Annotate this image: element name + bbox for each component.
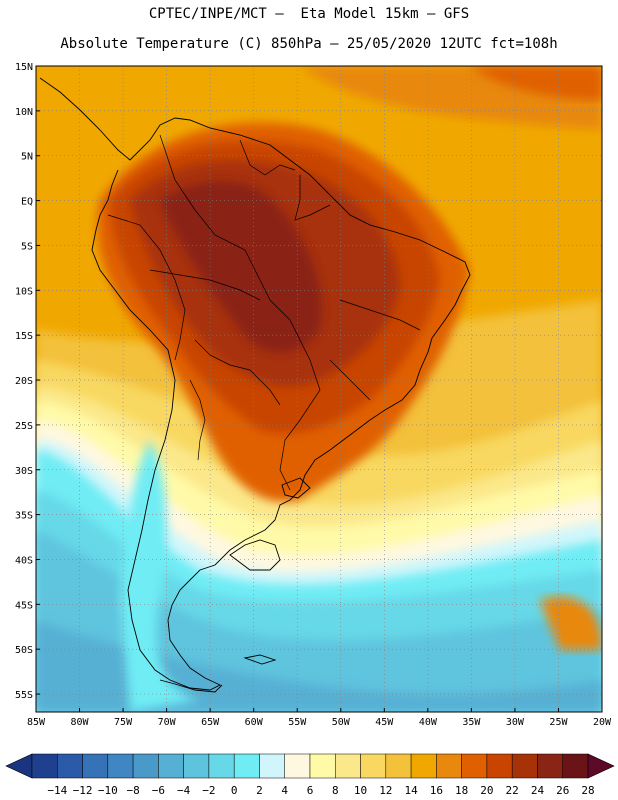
colorbar-swatch (385, 753, 412, 779)
colorbar-label: 4 (281, 784, 288, 797)
colorbar-swatch (511, 753, 538, 779)
title-line-1: CPTEC/INPE/MCT – Eta Model 15km – GFS (148, 6, 470, 22)
lat-tick-label: 45S (15, 600, 33, 611)
lat-tick-label: EQ (21, 197, 33, 208)
colorbar-swatch (82, 753, 109, 779)
lat-tick-label: 15N (15, 62, 33, 73)
lat-tick-label: 25S (15, 421, 33, 432)
map-frame (35, 65, 603, 713)
title-line-2: Absolute Temperature (C) 850hPa – 25/05/… (60, 36, 558, 52)
lon-tick-label: 80W (71, 717, 90, 728)
lat-tick-label: 5N (21, 152, 33, 163)
colorbar-swatch (410, 753, 437, 779)
lon-tick-label: 60W (245, 717, 264, 728)
lat-tick-label: 30S (15, 466, 33, 477)
colorbar-label: −14 (47, 784, 67, 797)
longitude-labels: 85W 80W 75W 70W 65W 60W 55W 50W 45W 40W 35W 30W 25W 2… (27, 708, 612, 728)
colorbar-label: −4 (177, 784, 191, 797)
lon-tick-label: 50W (332, 717, 351, 728)
colorbar-label: 10 (354, 784, 367, 797)
colorbar-label: 14 (404, 784, 418, 797)
lat-tick-label: 5S (21, 241, 33, 252)
lat-tick-label: 50S (15, 645, 33, 656)
lat-tick-label: 20S (15, 376, 33, 387)
colorbar-label: 16 (430, 784, 443, 797)
lat-tick-label: 15S (15, 331, 33, 342)
colorbar-label: 0 (231, 784, 238, 797)
colorbar-label: −8 (126, 784, 139, 797)
colorbar-under-arrow (5, 753, 33, 779)
colorbar-swatch (309, 753, 336, 779)
lon-tick-label: 65W (201, 717, 220, 728)
colorbar-swatch (461, 753, 488, 779)
temperature-field (36, 66, 602, 712)
colorbar-over-arrow (587, 753, 615, 779)
coastline (39, 77, 471, 693)
colorbar-label: −2 (202, 784, 215, 797)
colorbar-label: 28 (581, 784, 594, 797)
lat-tick-label: 55S (15, 690, 33, 701)
colorbar-swatch (284, 753, 311, 779)
lon-tick-label: 20W (593, 717, 612, 728)
colorbar-swatch (486, 753, 513, 779)
lat-tick-label: 10N (15, 107, 33, 118)
colorbar-swatch (335, 753, 361, 779)
colorbar-label: 12 (379, 784, 392, 797)
colorbar-swatch (57, 753, 83, 779)
lat-tick-label: 10S (15, 286, 33, 297)
colorbar-swatch (436, 753, 462, 779)
colorbar-label: −12 (73, 784, 93, 797)
lon-tick-label: 85W (27, 717, 46, 728)
colorbar-label: 24 (531, 784, 545, 797)
lon-tick-label: 55W (288, 717, 307, 728)
colorbar (5, 753, 615, 779)
colorbar-label: 26 (556, 784, 569, 797)
colorbar-label: 2 (256, 784, 263, 797)
colorbar-label: 18 (455, 784, 468, 797)
lon-tick-label: 45W (375, 717, 394, 728)
colorbar-label: 22 (506, 784, 519, 797)
lon-tick-label: 30W (506, 717, 525, 728)
colorbar-swatch (360, 753, 387, 779)
lon-tick-label: 75W (114, 717, 133, 728)
lat-tick-label: 40S (15, 555, 33, 566)
country-borders (107, 134, 421, 491)
colorbar-label: −6 (152, 784, 165, 797)
lon-tick-label: 25W (549, 717, 568, 728)
colorbar-swatch (31, 753, 58, 779)
lon-tick-label: 70W (158, 717, 177, 728)
colorbar-swatch (158, 753, 184, 779)
colorbar-swatch (233, 753, 260, 779)
colorbar-labels: −14 −12 −10 −8 −6 −4 −2 0 2 4 6 8 10 12 14 16 18 20 22 24 26… (47, 784, 594, 797)
colorbar-swatch (107, 753, 134, 779)
colorbar-swatch (562, 753, 589, 779)
colorbar-label: 6 (307, 784, 314, 797)
lon-tick-label: 40W (419, 717, 438, 728)
colorbar-label: −10 (98, 784, 118, 797)
colorbar-label: 20 (480, 784, 493, 797)
colorbar-swatch (537, 753, 563, 779)
colorbar-swatch (259, 753, 285, 779)
colorbar-swatch (132, 753, 159, 779)
colorbar-swatch (208, 753, 235, 779)
colorbar-swatch (183, 753, 210, 779)
colorbar-label: 8 (332, 784, 339, 797)
latitude-labels: 15N 10N 5N EQ 5S 10S 15S 20S 25S 30S 35S 40S 45S 50S 5… (15, 62, 40, 701)
lon-tick-label: 35W (462, 717, 481, 728)
lat-tick-label: 35S (15, 511, 33, 522)
